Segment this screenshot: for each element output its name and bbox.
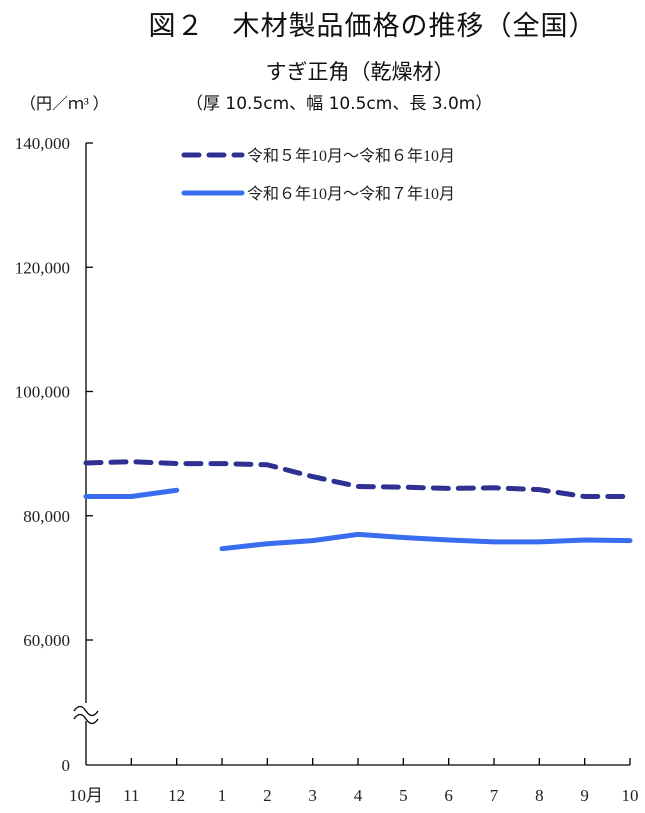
y-tick-label: 100,000 <box>15 383 70 402</box>
x-tick-label: 6 <box>444 786 453 805</box>
y-tick-label: 120,000 <box>15 258 70 277</box>
x-tick-label: 8 <box>535 786 544 805</box>
x-tick-label: 12 <box>168 786 185 805</box>
y-tick-label: 0 <box>62 756 71 775</box>
x-tick-label: 11 <box>123 786 139 805</box>
x-tick-label: 1 <box>218 786 227 805</box>
x-tick-label: 5 <box>399 786 408 805</box>
legend-label-curr: 令和６年10月～令和７年10月 <box>247 185 455 203</box>
legend: 令和５年10月～令和６年10月 令和６年10月～令和７年10月 <box>181 147 455 203</box>
x-tick-label: 9 <box>580 786 589 805</box>
x-tick-label: 2 <box>263 786 272 805</box>
axis-break-icon <box>73 713 99 725</box>
series-lines <box>83 459 633 552</box>
x-tick-label: 10 <box>622 786 639 805</box>
chart-title: 図２ 木材製品価格の推移（全国） <box>148 11 597 42</box>
x-tick-label: 4 <box>354 786 363 805</box>
y-axis-unit: （円／ｍ³ ） <box>20 96 109 113</box>
y-tick-label: 80,000 <box>23 507 70 526</box>
axis-break-icon <box>73 705 99 717</box>
y-tick-label: 140,000 <box>15 134 70 153</box>
legend-label-prev: 令和５年10月～令和６年10月 <box>247 147 455 165</box>
series-line-curr-segment-2 <box>219 531 633 552</box>
series-line-curr-segment-1 <box>83 487 180 499</box>
x-tick-label: 10月 <box>69 786 103 805</box>
x-tick-label: 7 <box>490 786 499 805</box>
y-tick-label: 60,000 <box>23 631 70 650</box>
x-tick-label: 3 <box>308 786 317 805</box>
series-line-prev <box>83 459 633 499</box>
product-spec: （厚 10.5cm、幅 10.5cm、長 3.0m） <box>186 94 493 114</box>
chart-subtitle: すぎ正角（乾燥材） <box>265 60 455 84</box>
